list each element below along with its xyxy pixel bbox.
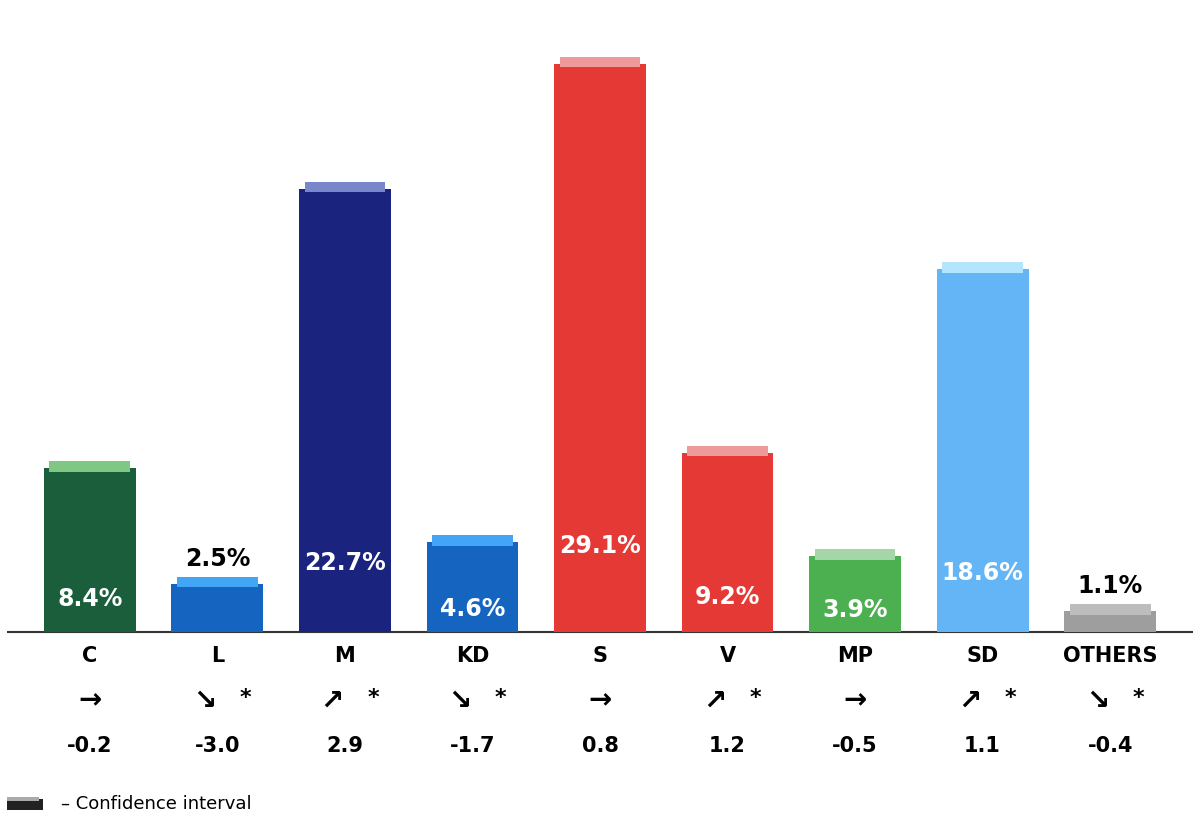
Text: →: →: [588, 686, 612, 714]
Text: OTHERS: OTHERS: [1063, 646, 1158, 666]
Bar: [0, 797, 38, 801]
Text: 1.1: 1.1: [964, 736, 1001, 756]
Text: ↘: ↘: [448, 686, 472, 714]
Bar: [0, 799, 43, 810]
Bar: [554, 64, 646, 633]
Bar: [49, 461, 131, 472]
Bar: [688, 446, 768, 456]
Bar: [942, 262, 1024, 272]
Bar: [809, 556, 901, 633]
Bar: [1069, 604, 1151, 615]
Text: →: →: [844, 686, 866, 714]
Text: SD: SD: [966, 646, 998, 666]
Bar: [432, 535, 512, 546]
Bar: [305, 182, 385, 192]
Text: *: *: [494, 688, 506, 708]
Text: – Confidence interval: – Confidence interval: [60, 795, 251, 813]
Text: ↗: ↗: [959, 686, 982, 714]
Bar: [176, 577, 258, 587]
Bar: [559, 57, 641, 68]
Text: 4.6%: 4.6%: [439, 596, 505, 620]
Text: ↘: ↘: [193, 686, 216, 714]
Text: 2.5%: 2.5%: [185, 547, 250, 571]
Bar: [299, 189, 391, 633]
Text: →: →: [78, 686, 102, 714]
Text: *: *: [1004, 688, 1016, 708]
Text: C: C: [83, 646, 97, 666]
Text: KD: KD: [456, 646, 490, 666]
Text: MP: MP: [838, 646, 874, 666]
Text: *: *: [1133, 688, 1144, 708]
Text: -3.0: -3.0: [194, 736, 240, 756]
Bar: [815, 549, 895, 560]
Text: V: V: [720, 646, 736, 666]
Text: *: *: [367, 688, 379, 708]
Text: ↘: ↘: [1086, 686, 1109, 714]
Text: 2.9: 2.9: [326, 736, 364, 756]
Bar: [1064, 610, 1156, 633]
Text: -0.5: -0.5: [833, 736, 878, 756]
Bar: [937, 269, 1028, 633]
Text: M: M: [335, 646, 355, 666]
Bar: [44, 469, 136, 633]
Text: 8.4%: 8.4%: [58, 587, 122, 611]
Text: -0.2: -0.2: [67, 736, 113, 756]
Text: 9.2%: 9.2%: [695, 585, 761, 609]
Text: 3.9%: 3.9%: [822, 598, 888, 623]
Text: 0.8: 0.8: [582, 736, 618, 756]
Text: *: *: [240, 688, 251, 708]
Text: ↗: ↗: [320, 686, 343, 714]
Text: 1.1%: 1.1%: [1078, 574, 1142, 598]
Text: 22.7%: 22.7%: [304, 551, 385, 575]
Text: ↗: ↗: [703, 686, 726, 714]
Text: -0.4: -0.4: [1087, 736, 1133, 756]
Bar: [682, 453, 774, 633]
Text: 18.6%: 18.6%: [942, 561, 1024, 585]
Text: L: L: [211, 646, 224, 666]
Bar: [172, 583, 263, 633]
Bar: [426, 543, 518, 633]
Text: S: S: [593, 646, 607, 666]
Text: -1.7: -1.7: [450, 736, 496, 756]
Text: 1.2: 1.2: [709, 736, 746, 756]
Text: 29.1%: 29.1%: [559, 535, 641, 559]
Text: *: *: [750, 688, 762, 708]
